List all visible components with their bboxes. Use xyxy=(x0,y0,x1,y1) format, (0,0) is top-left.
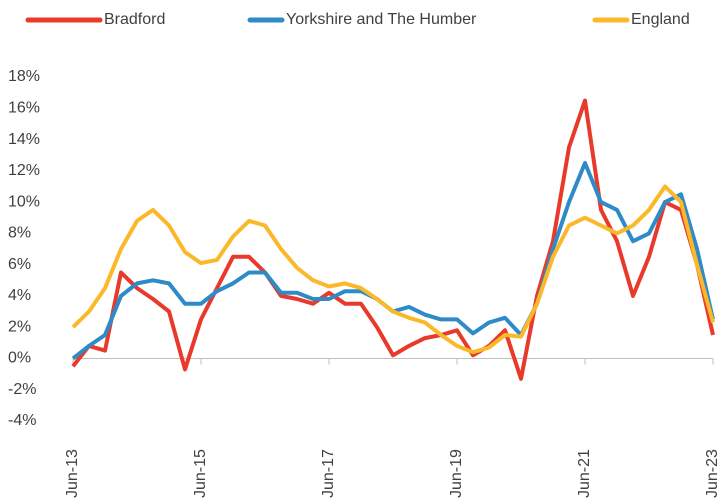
x-tick-label: Jun-13 xyxy=(64,449,81,498)
y-tick-label: 10% xyxy=(8,193,40,210)
y-tick-label: 6% xyxy=(8,256,31,273)
line-series xyxy=(71,161,715,361)
legend-label: England xyxy=(631,11,690,28)
legend-label: Bradford xyxy=(104,11,165,28)
y-tick-label: -4% xyxy=(8,412,36,429)
x-tick-label: Jun-19 xyxy=(448,449,465,498)
line-series xyxy=(71,184,715,355)
y-tick-label: 0% xyxy=(8,350,31,367)
legend-label: Yorkshire and The Humber xyxy=(286,11,477,28)
x-tick-label: Jun-17 xyxy=(320,449,337,498)
y-tick-label: 18% xyxy=(8,68,40,85)
y-tick-label: 14% xyxy=(8,131,40,148)
x-tick-label: Jun-23 xyxy=(704,449,721,498)
y-tick-label: 4% xyxy=(8,287,31,304)
y-tick-label: 8% xyxy=(8,225,31,242)
y-tick-label: 16% xyxy=(8,99,40,116)
y-tick-label: -2% xyxy=(8,381,36,398)
line-series xyxy=(71,98,715,381)
y-tick-label: 2% xyxy=(8,318,31,335)
x-tick-label: Jun-21 xyxy=(576,449,593,498)
y-tick-label: 12% xyxy=(8,162,40,179)
x-tick-label: Jun-15 xyxy=(192,449,209,498)
